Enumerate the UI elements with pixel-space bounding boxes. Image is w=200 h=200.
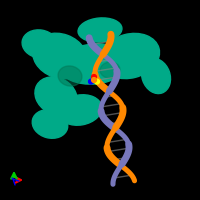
Ellipse shape <box>58 66 82 86</box>
Circle shape <box>92 75 96 79</box>
Ellipse shape <box>22 30 58 58</box>
Ellipse shape <box>58 95 102 125</box>
Ellipse shape <box>35 77 77 115</box>
Ellipse shape <box>141 58 171 94</box>
Ellipse shape <box>59 44 129 84</box>
Ellipse shape <box>78 18 122 42</box>
Circle shape <box>92 78 96 82</box>
Ellipse shape <box>32 110 68 138</box>
Circle shape <box>95 79 99 84</box>
Circle shape <box>89 79 93 84</box>
Ellipse shape <box>33 33 87 79</box>
Ellipse shape <box>100 33 160 79</box>
Ellipse shape <box>100 62 120 78</box>
